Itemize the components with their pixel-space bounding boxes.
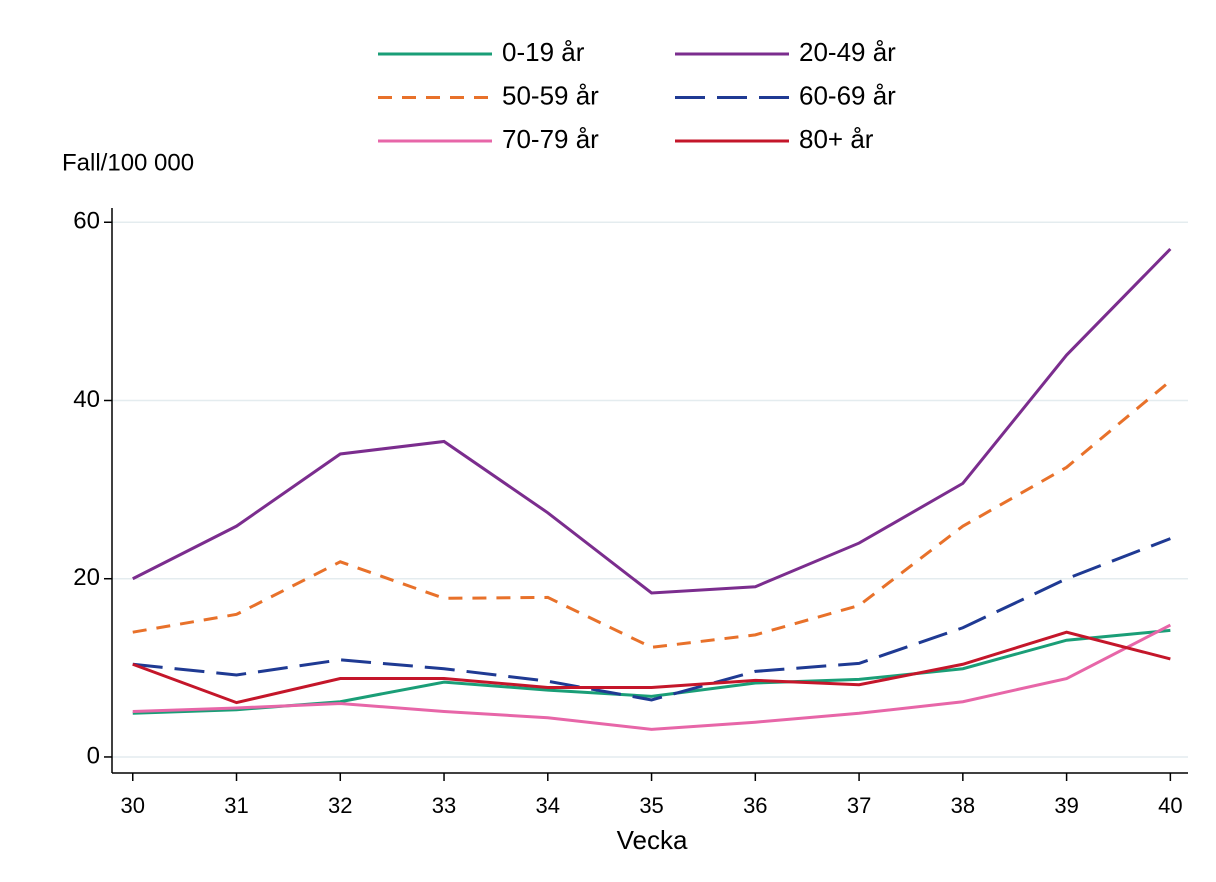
legend-label: 0-19 år [502,37,585,67]
legend-label: 20-49 år [799,37,896,67]
x-tick-label: 33 [432,793,456,818]
x-tick-label: 37 [847,793,871,818]
series-line [132,623,1172,731]
x-tick-label: 36 [743,793,767,818]
x-tick-label: 32 [328,793,352,818]
y-tick-label: 60 [73,208,100,235]
legend-label: 60-69 år [799,80,896,110]
series-line [132,630,1171,705]
x-tick-label: 40 [1158,793,1182,818]
y-axis-label: Fall/100 000 [62,149,194,176]
x-tick-label: 38 [951,793,975,818]
legend-label: 50-59 år [502,80,599,110]
y-tick-label: 0 [87,742,100,769]
x-axis-label: Vecka [617,825,688,855]
series-line [132,247,1172,595]
x-tick-label: 31 [224,793,248,818]
series-line [132,537,1171,702]
x-tick-label: 34 [536,793,560,818]
legend-label: 80+ år [799,124,874,154]
x-tick-label: 35 [639,793,663,818]
x-tick-label: 30 [121,793,145,818]
y-tick-label: 40 [73,386,100,413]
y-tick-label: 20 [73,564,100,591]
x-tick-label: 39 [1054,793,1078,818]
legend-label: 70-79 år [502,124,599,154]
